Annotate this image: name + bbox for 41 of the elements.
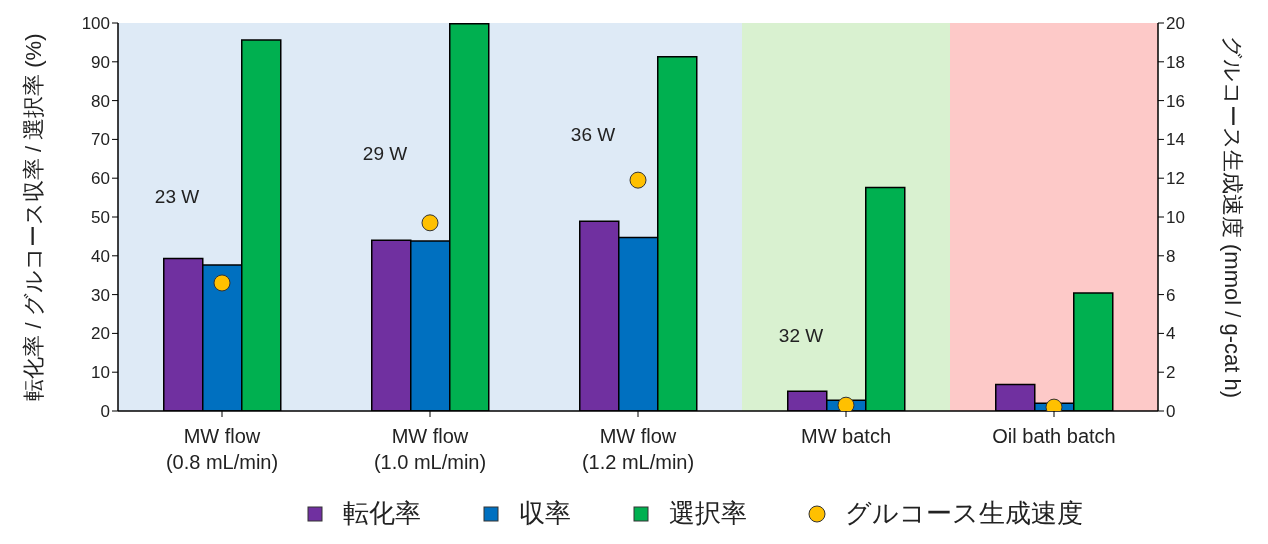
x-tick-label: Oil bath batch [992,425,1116,447]
y-axis-title: 転化率 / グルコース収率 / 選択率 (%) [20,33,46,401]
y-tick-label: 20 [91,324,110,344]
legend-label: 選択率 [669,497,747,530]
y-tick-label: 30 [91,285,110,305]
y2-tick-label: 2 [1166,363,1176,383]
point [629,171,647,189]
annotation: 32 W [778,325,824,347]
y2-tick-label: 14 [1166,130,1185,150]
legend-label: グルコース生成速度 [845,497,1083,530]
y-tick-label: 40 [91,246,110,266]
x-tick-label: MW batch [800,425,892,447]
legend-label: 転化率 [343,497,421,530]
y2-tick-label: 18 [1166,52,1185,72]
point [213,274,231,292]
y-tick-label: 70 [91,130,110,150]
y-tick-label: 90 [91,52,110,72]
y2-tick-label: 4 [1166,324,1176,344]
x-tick-label: MW flow (1.2 mL/min) [581,425,695,473]
y-tick-label: 0 [100,402,110,422]
y2-tick-label: 16 [1166,91,1185,111]
y2-tick-label: 0 [1166,402,1176,422]
y-tick-label: 50 [91,208,110,228]
y2-axis-title: グルコース生成速度 (mmol / g-cat h) [1220,35,1246,399]
point [837,396,855,411]
annotation: 36 W [570,123,616,145]
legend-label: 収率 [519,497,571,530]
y2-tick-label: 12 [1166,169,1185,189]
annotation: 29 W [362,142,408,164]
x-tick-label: MW flow (0.8 mL/min) [165,425,279,473]
y-tick-label: 100 [81,14,110,34]
y-tick-label: 80 [91,91,110,111]
annotation: 23 W [154,185,200,207]
x-tick-label: MW flow (1.0 mL/min) [373,425,487,473]
y-tick-label: 60 [91,169,110,189]
y-tick-label: 10 [91,363,110,383]
y2-tick-label: 20 [1166,14,1185,34]
y2-tick-label: 6 [1166,285,1176,305]
y2-tick-label: 10 [1166,208,1185,228]
y2-tick-label: 8 [1166,246,1176,266]
point [421,214,439,232]
